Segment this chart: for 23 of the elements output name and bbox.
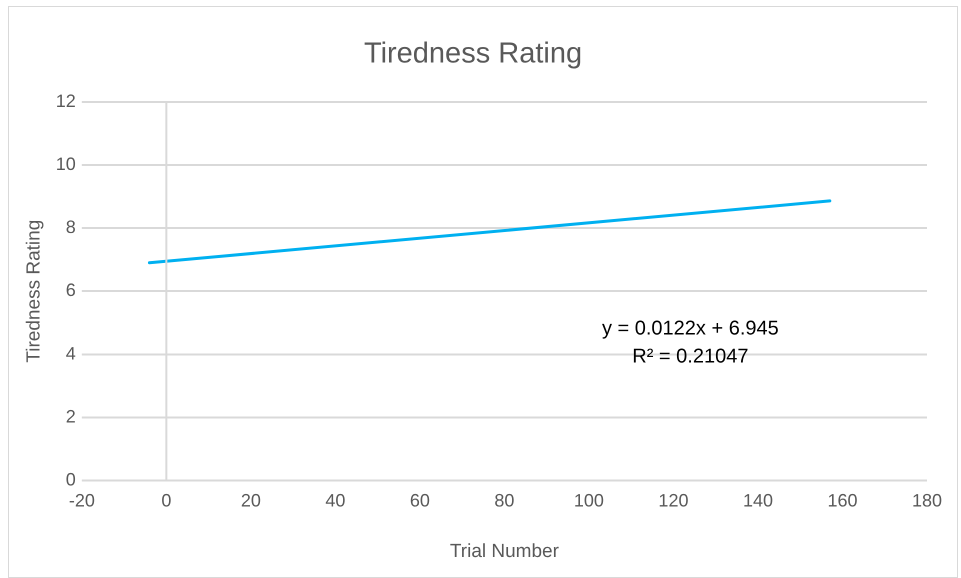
y-tick-label: 0: [66, 470, 76, 490]
annotation: R² = 0.21047: [632, 346, 748, 368]
y-tick-label: 2: [66, 406, 76, 426]
x-tick-label: 60: [410, 490, 430, 510]
x-tick-label: 20: [240, 490, 261, 510]
x-tick-label: 80: [494, 490, 514, 510]
y-tick-label: 12: [56, 90, 76, 111]
x-tick-label: -20: [68, 490, 95, 510]
chart-title: Tiredness Rating: [364, 37, 582, 70]
x-tick-label: 140: [742, 490, 773, 510]
y-axis-title: Tiredness Rating: [24, 220, 45, 363]
x-tick-label: 120: [658, 490, 688, 510]
y-tick-label: 6: [66, 280, 76, 300]
y-tick-label: 4: [66, 343, 76, 364]
x-axis-title: Trial Number: [450, 540, 560, 562]
x-tick-label: 40: [325, 490, 346, 510]
x-tick-label: 100: [574, 490, 604, 510]
y-tick-label: 8: [66, 217, 76, 238]
x-tick-label: 0: [161, 490, 172, 510]
x-tick-label: 160: [827, 490, 858, 510]
y-tick-label: 10: [56, 154, 76, 174]
annotation: y = 0.0122x + 6.945: [602, 318, 779, 340]
x-tick-label: 180: [912, 490, 942, 510]
